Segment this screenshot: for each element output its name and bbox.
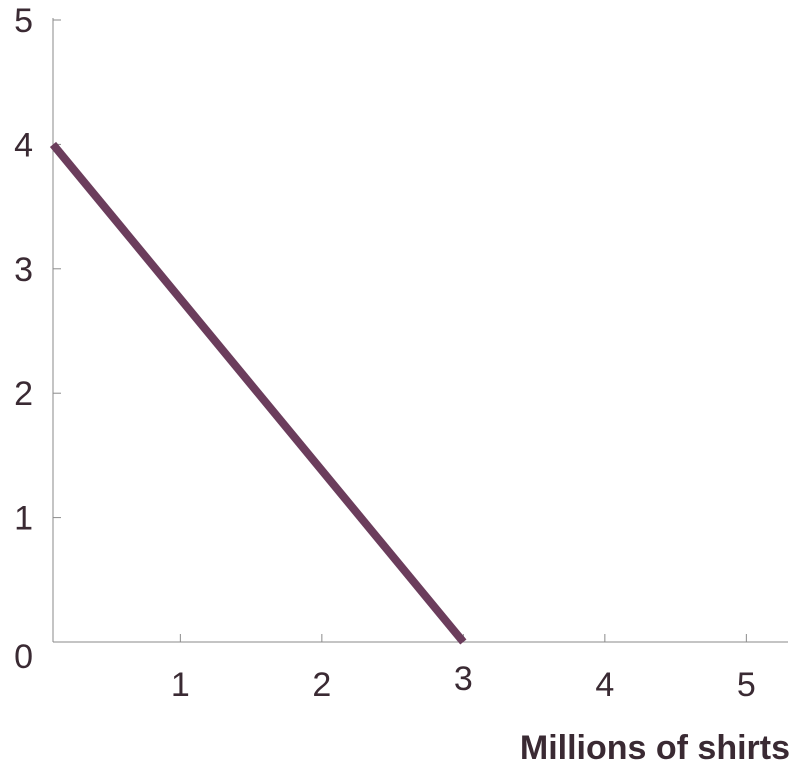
x-tick-label: 5 [737,666,756,704]
y-tick-label: 1 [14,500,33,538]
x-tick-label: 2 [312,666,331,704]
y-tick-label: 0 [14,638,33,676]
series [49,141,467,645]
x-ticks: 1 2 3 4 5 [171,634,756,704]
x-tick-label: 4 [595,666,614,704]
y-ticks: 0 1 2 3 4 5 [14,2,61,676]
y-tick-label: 5 [14,2,33,40]
y-tick-label: 2 [14,375,33,413]
axes [52,18,788,643]
y-tick-label: 3 [14,251,33,289]
x-tick-label: 1 [171,666,190,704]
y-tick-label: 4 [14,126,33,164]
series-line [49,141,467,645]
x-tick-label: 3 [454,660,473,698]
x-axis-title: Millions of shirts [520,729,790,763]
